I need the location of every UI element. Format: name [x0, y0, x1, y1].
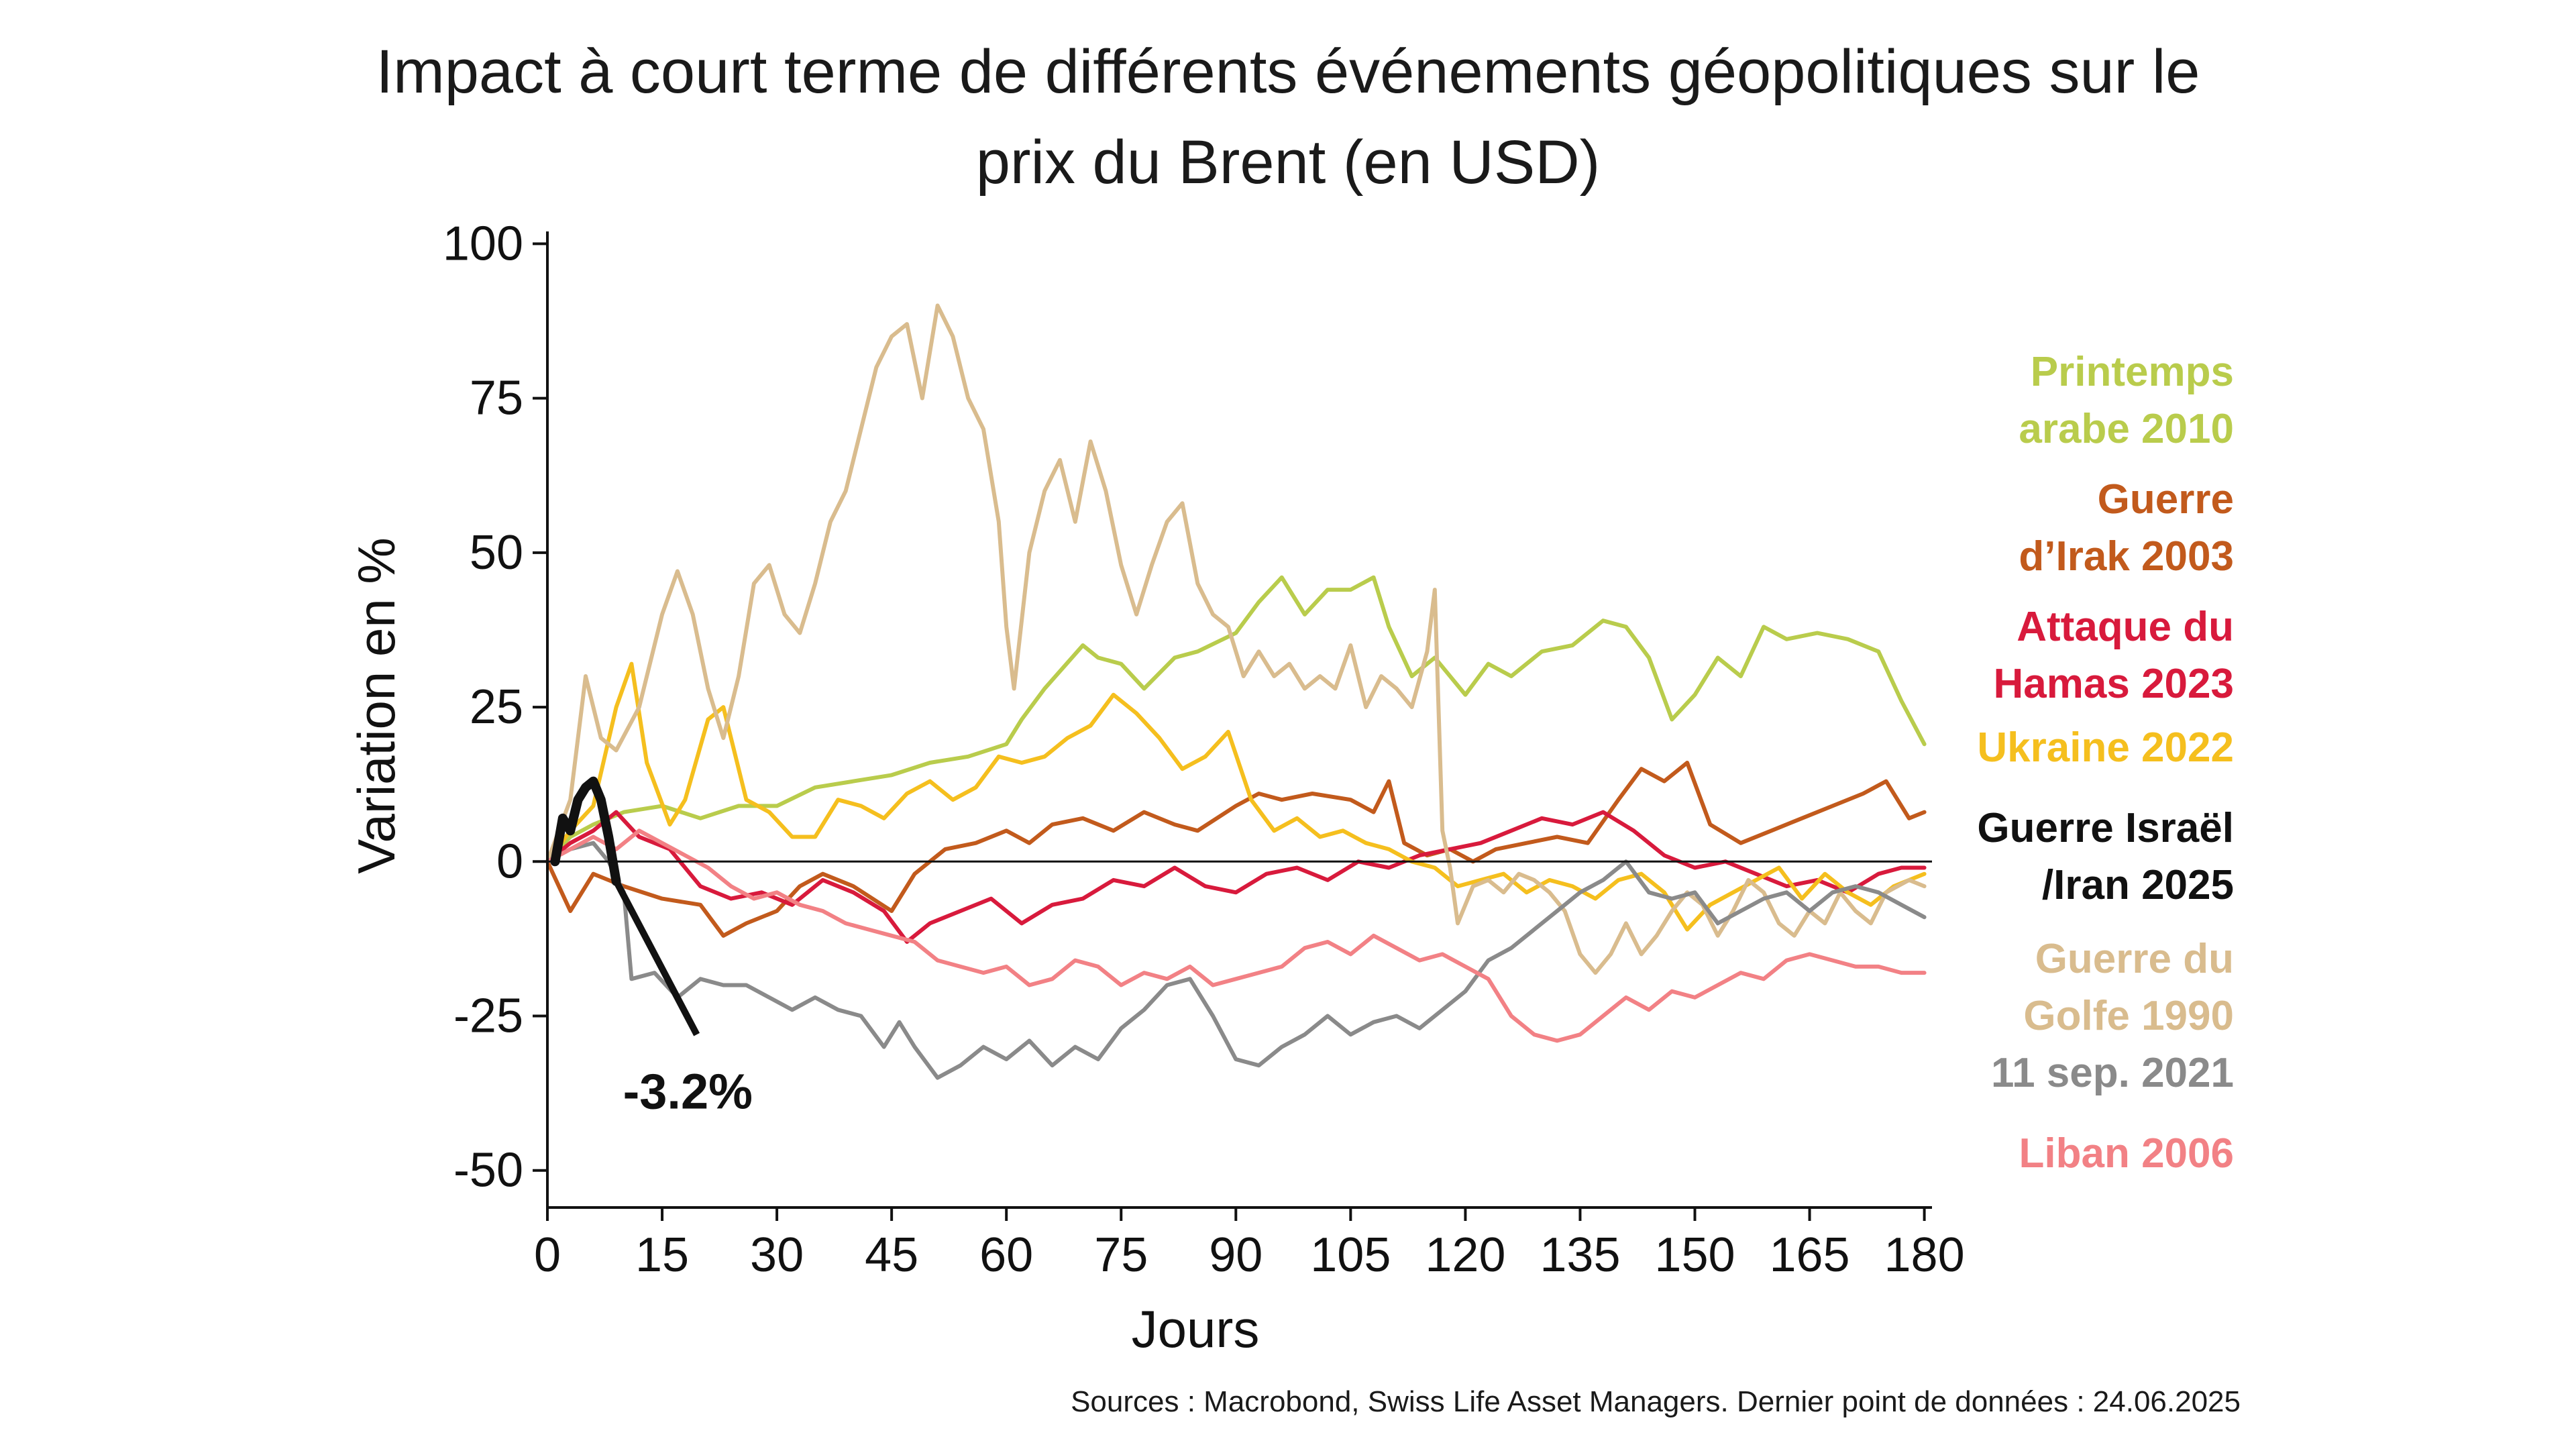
series-line-guerre-israel-iran-2025 — [550, 776, 621, 886]
legend-entry-guerre-d-irak-2003: Guerre d’Irak 2003 — [2019, 476, 2234, 580]
x-tick-label: 90 — [1209, 1228, 1263, 1282]
y-tick-label: -25 — [453, 989, 523, 1043]
y-tick-label: -50 — [453, 1144, 523, 1197]
legend-entry-11-sep-2021: 11 sep. 2021 — [1991, 1050, 2234, 1096]
annotation-label: -3.2% — [623, 1064, 753, 1120]
series-line-11-sep-2021 — [545, 841, 1927, 1080]
series-line-ukraine-2022 — [545, 661, 1927, 932]
legend-label: d’Irak 2003 — [2019, 533, 2234, 580]
y-tick-label: 25 — [470, 680, 523, 734]
x-tick-label: 75 — [1094, 1228, 1148, 1282]
x-tick-label: 180 — [1884, 1228, 1965, 1282]
legend-label: Attaque du — [2017, 604, 2234, 650]
legend-entry-attaque-du-hamas-2023: Attaque du Hamas 2023 — [1994, 604, 2235, 707]
x-tick-label: 105 — [1310, 1228, 1391, 1282]
series-line-attaque-du-hamas-2023 — [545, 810, 1927, 944]
legend-entry-guerre-israel-iran-2025: Guerre Israël/Iran 2025 — [1977, 805, 2234, 908]
legend-label: arabe 2010 — [2019, 406, 2234, 452]
legend-label: Printemps — [2031, 349, 2234, 395]
legend-entry-printemps-arabe-2010: Printemps arabe 2010 — [2019, 349, 2234, 452]
legend-entry-ukraine-2022: Ukraine 2022 — [1977, 724, 2234, 771]
x-tick-label: 30 — [750, 1228, 804, 1282]
legend-label: Hamas 2023 — [1994, 661, 2235, 707]
y-tick-label: 0 — [496, 835, 523, 888]
series-layer — [545, 303, 1927, 1080]
chart-title-line-2: prix du Brent (en USD) — [975, 128, 1601, 197]
legend-label: Ukraine 2022 — [1977, 724, 2234, 771]
x-tick-label: 135 — [1540, 1228, 1620, 1282]
legend-label: Golfe 1990 — [2023, 993, 2234, 1039]
legend-entry-guerre-du-golfe-1990: Guerre du Golfe 1990 — [2023, 936, 2234, 1039]
y-tick-label: 100 — [443, 217, 523, 270]
legend-label: Guerre — [2098, 476, 2234, 523]
legend-label: /Iran 2025 — [2042, 862, 2234, 908]
source-note: Sources : Macrobond, Swiss Life Asset Ma… — [1071, 1385, 2241, 1418]
x-tick-label: 45 — [865, 1228, 918, 1282]
x-tick-label: 0 — [534, 1228, 561, 1282]
x-tick-label: 165 — [1769, 1228, 1849, 1282]
x-tick-label: 15 — [635, 1228, 689, 1282]
legend-entry-liban-2006: Liban 2006 — [2019, 1130, 2234, 1177]
legend-label: Guerre Israël — [1977, 805, 2234, 851]
annotation-layer: -3.2% — [613, 879, 753, 1120]
x-axis-title: Jours — [1132, 1299, 1260, 1358]
legend-label: Guerre du — [2035, 936, 2234, 982]
annotation-pointer — [613, 879, 700, 1036]
chart-title: Impact à court terme de différents événe… — [0, 27, 2576, 208]
chart-title-line-1: Impact à court terme de différents événe… — [376, 38, 2200, 106]
series-line-guerre-d-irak-2003 — [545, 761, 1927, 938]
x-tick-label: 120 — [1425, 1228, 1505, 1282]
legend-label: 11 sep. 2021 — [1991, 1050, 2234, 1096]
y-tick-label: 75 — [470, 372, 523, 425]
y-tick-label: 50 — [470, 526, 523, 580]
x-tick-label: 150 — [1654, 1228, 1735, 1282]
x-tick-label: 60 — [979, 1228, 1033, 1282]
series-line-printemps-arabe-2010 — [545, 575, 1927, 864]
series-line-liban-2006 — [545, 828, 1927, 1043]
series-line-guerre-du-golfe-1990 — [545, 303, 1927, 975]
y-axis-title: Variation en % — [347, 537, 406, 874]
legend: Printemps arabe 2010 Guerre d’Irak 2003 Atta… — [1977, 349, 2234, 1177]
legend-label: Liban 2006 — [2019, 1130, 2234, 1177]
